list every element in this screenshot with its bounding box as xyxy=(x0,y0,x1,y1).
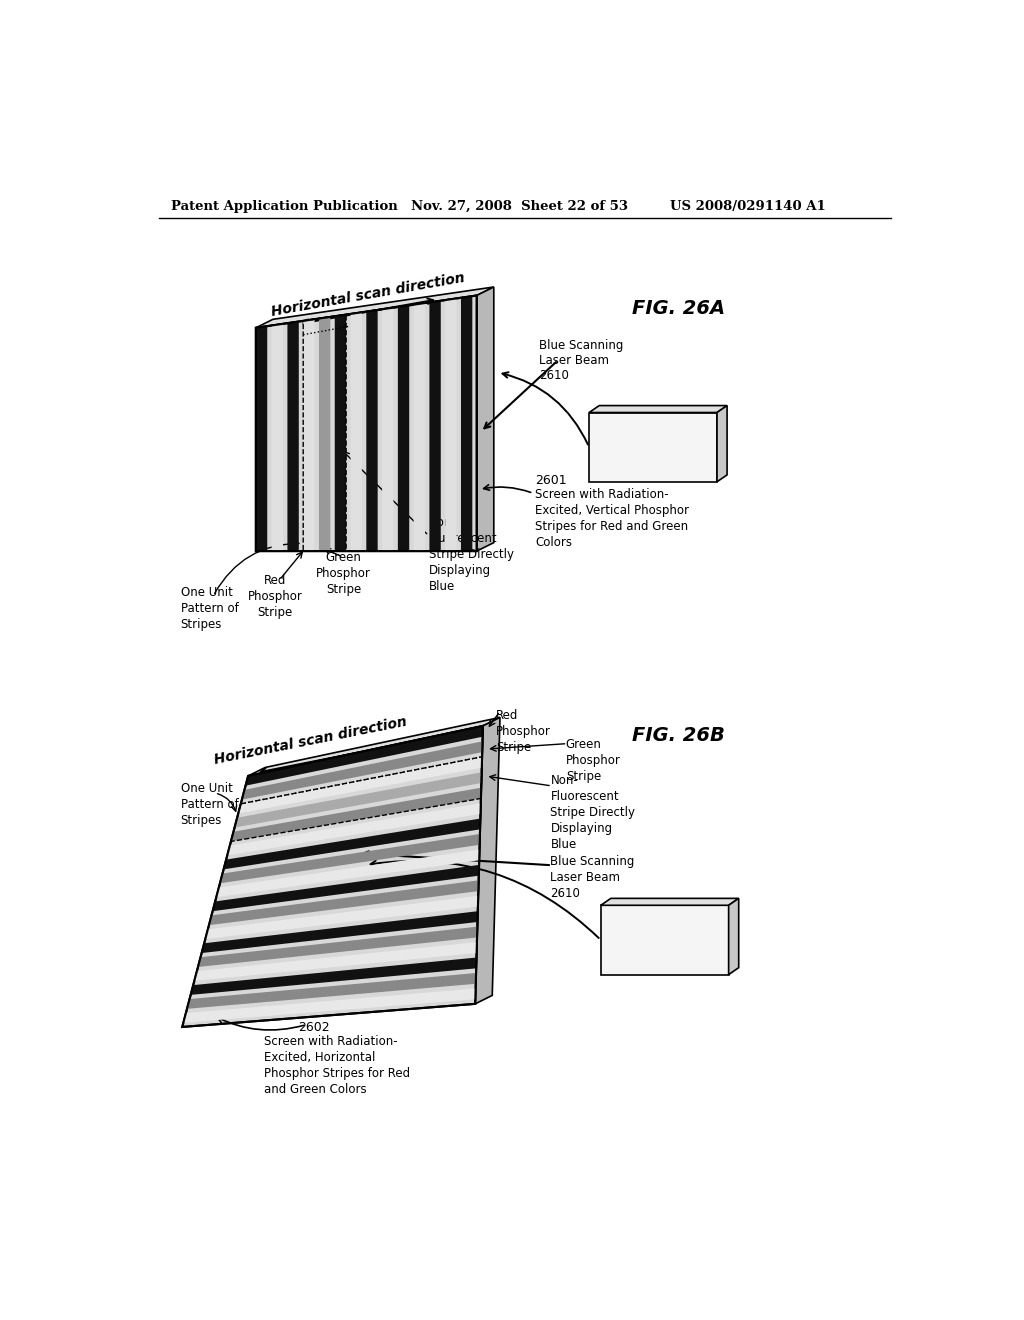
Polygon shape xyxy=(216,850,479,898)
Polygon shape xyxy=(350,313,361,552)
Text: 110: 110 xyxy=(640,417,667,430)
Text: Nov. 27, 2008  Sheet 22 of 53: Nov. 27, 2008 Sheet 22 of 53 xyxy=(411,199,628,213)
Polygon shape xyxy=(367,310,378,552)
Text: Blue Scanning
Laser Beam
2610: Blue Scanning Laser Beam 2610 xyxy=(550,855,635,900)
Text: Horizontal scan direction: Horizontal scan direction xyxy=(212,715,408,767)
Text: Red
Phosphor
Stripe: Red Phosphor Stripe xyxy=(248,574,303,619)
Polygon shape xyxy=(475,718,500,1003)
Text: Laser Module: Laser Module xyxy=(628,928,701,939)
Text: Red
Phosphor
Stripe: Red Phosphor Stripe xyxy=(496,709,551,754)
Text: Horizontal scan direction: Horizontal scan direction xyxy=(270,271,466,318)
Polygon shape xyxy=(414,304,425,552)
Text: 2601: 2601 xyxy=(535,474,566,487)
Polygon shape xyxy=(382,308,393,552)
Text: 2602: 2602 xyxy=(299,1020,330,1034)
Polygon shape xyxy=(246,726,483,785)
Text: One Unit
Pattern of
Stripes: One Unit Pattern of Stripes xyxy=(180,586,239,631)
Polygon shape xyxy=(429,301,440,552)
Text: FIG. 26B: FIG. 26B xyxy=(632,726,725,746)
Text: US 2008/0291140 A1: US 2008/0291140 A1 xyxy=(671,199,826,213)
Polygon shape xyxy=(231,788,481,841)
Polygon shape xyxy=(202,911,478,953)
Polygon shape xyxy=(183,989,475,1023)
Polygon shape xyxy=(223,818,480,870)
Polygon shape xyxy=(319,317,331,552)
Text: 110: 110 xyxy=(651,909,678,923)
Polygon shape xyxy=(461,296,472,552)
Polygon shape xyxy=(187,973,476,1008)
Polygon shape xyxy=(589,412,717,482)
Polygon shape xyxy=(182,726,483,1027)
Polygon shape xyxy=(190,957,476,995)
Polygon shape xyxy=(242,742,482,800)
Polygon shape xyxy=(248,718,500,776)
Polygon shape xyxy=(303,319,314,552)
Text: ( Beam Scanning & RGB: ( Beam Scanning & RGB xyxy=(602,940,728,950)
Text: One Unit
Pattern of
Stripes: One Unit Pattern of Stripes xyxy=(180,781,239,828)
Polygon shape xyxy=(220,834,480,883)
Text: Screen with Radiation-
Excited, Horizontal
Phosphor Stripes for Red
and Green Co: Screen with Radiation- Excited, Horizont… xyxy=(263,1035,410,1096)
Text: Screen with Radiation-
Excited, Vertical Phosphor
Stripes for Red and Green
Colo: Screen with Radiation- Excited, Vertical… xyxy=(535,488,689,549)
Polygon shape xyxy=(288,322,299,552)
Text: Green
Phosphor
Stripe: Green Phosphor Stripe xyxy=(316,552,371,597)
Text: FIG. 26A: FIG. 26A xyxy=(632,300,725,318)
Polygon shape xyxy=(195,942,477,981)
Polygon shape xyxy=(729,899,738,974)
Text: ( Beam Scanning & RGB: ( Beam Scanning & RGB xyxy=(590,447,716,458)
Polygon shape xyxy=(239,756,482,813)
Text: Blue Scanning
Laser Beam
2610: Blue Scanning Laser Beam 2610 xyxy=(539,339,624,383)
Polygon shape xyxy=(213,865,479,911)
Polygon shape xyxy=(445,298,457,552)
Polygon shape xyxy=(477,286,494,552)
Polygon shape xyxy=(601,899,738,906)
Polygon shape xyxy=(256,296,477,552)
Text: Green
Phosphor
Stripe: Green Phosphor Stripe xyxy=(566,738,621,783)
Text: Channel Modulation): Channel Modulation) xyxy=(599,459,708,469)
Polygon shape xyxy=(717,405,727,482)
Polygon shape xyxy=(205,896,478,939)
Text: Non-
Fluorescent
Stripe Directly
Displaying
Blue: Non- Fluorescent Stripe Directly Display… xyxy=(429,516,514,594)
Polygon shape xyxy=(209,880,478,925)
Polygon shape xyxy=(256,326,267,552)
Text: Non-
Fluorescent
Stripe Directly
Displaying
Blue: Non- Fluorescent Stripe Directly Display… xyxy=(550,775,635,851)
Polygon shape xyxy=(335,314,346,552)
Text: Channel Modulation): Channel Modulation) xyxy=(610,952,719,962)
Polygon shape xyxy=(234,772,481,828)
Polygon shape xyxy=(601,906,729,974)
Polygon shape xyxy=(398,305,410,552)
Polygon shape xyxy=(589,405,727,412)
Polygon shape xyxy=(198,927,477,968)
Polygon shape xyxy=(227,803,481,855)
Text: Laser Module: Laser Module xyxy=(615,436,690,445)
Polygon shape xyxy=(271,323,283,552)
Polygon shape xyxy=(256,286,494,327)
Text: Patent Application Publication: Patent Application Publication xyxy=(171,199,397,213)
